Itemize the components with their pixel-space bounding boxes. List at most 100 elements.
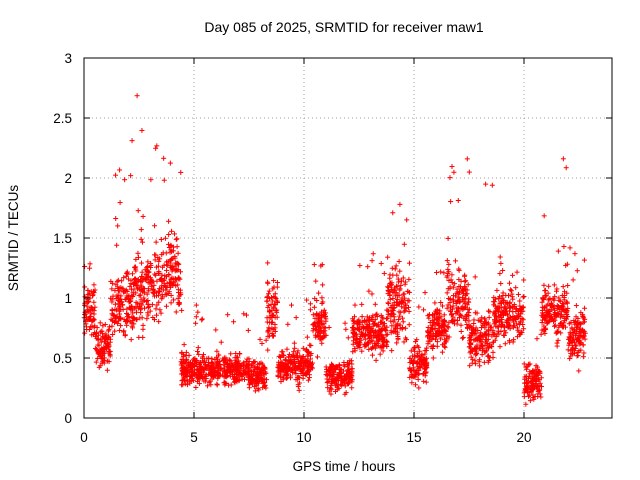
data-point (100, 351, 106, 357)
data-point (164, 267, 170, 273)
data-point (493, 334, 499, 340)
data-point (89, 323, 95, 329)
data-point (93, 359, 99, 365)
data-point (516, 321, 522, 327)
data-point (138, 310, 144, 316)
data-point (133, 282, 139, 288)
data-point (388, 318, 394, 324)
data-point (183, 373, 189, 379)
data-point (99, 356, 105, 362)
data-point (114, 242, 120, 248)
data-point (314, 333, 320, 339)
data-point (293, 315, 299, 321)
data-point (466, 313, 472, 319)
data-point (122, 332, 128, 338)
data-point (269, 320, 275, 326)
data-point (109, 299, 115, 305)
data-point (117, 327, 123, 333)
data-point (477, 336, 483, 342)
data-point (133, 299, 139, 305)
data-point (264, 319, 270, 325)
data-point (522, 380, 528, 386)
data-point (522, 374, 528, 380)
data-point (510, 309, 516, 315)
data-point (461, 296, 467, 302)
data-point (134, 93, 140, 99)
data-point (193, 302, 199, 308)
data-point (214, 360, 220, 366)
data-point (89, 332, 95, 338)
data-point (99, 346, 105, 352)
data-point (157, 307, 163, 313)
data-point (453, 300, 459, 306)
data-point (440, 329, 446, 335)
data-point (454, 290, 460, 296)
data-point (194, 348, 200, 354)
data-point (455, 297, 461, 303)
data-point (133, 317, 139, 323)
data-point (477, 345, 483, 351)
data-point (148, 283, 154, 289)
data-point (119, 299, 125, 305)
data-point (420, 371, 426, 377)
data-point (359, 314, 365, 320)
data-point (133, 264, 139, 270)
data-point (370, 344, 376, 350)
x-tick-label: 5 (190, 430, 198, 445)
data-point (487, 341, 493, 347)
data-point (391, 311, 397, 317)
data-point (461, 315, 467, 321)
data-point (299, 368, 305, 374)
data-point (290, 353, 296, 359)
data-point (119, 278, 125, 284)
data-point (400, 325, 406, 331)
data-point (409, 380, 415, 386)
data-point (554, 343, 560, 349)
data-point (162, 235, 168, 241)
data-point (243, 312, 249, 318)
data-point (96, 364, 102, 370)
data-point (171, 276, 177, 282)
data-point (445, 235, 451, 241)
data-point (417, 356, 423, 362)
data-point (359, 301, 365, 307)
data-point (139, 127, 145, 133)
data-point (141, 295, 147, 301)
data-point (129, 138, 135, 144)
data-point (92, 304, 98, 310)
data-point (122, 177, 128, 183)
data-point (228, 369, 234, 375)
data-point (93, 333, 99, 339)
data-point (561, 244, 567, 250)
data-point (399, 315, 405, 321)
data-point (380, 348, 386, 354)
data-point (406, 298, 412, 304)
data-point (499, 317, 505, 323)
data-point (247, 374, 253, 380)
data-point (288, 302, 294, 308)
data-point (355, 326, 361, 332)
data-point (117, 302, 123, 308)
data-point (287, 358, 293, 364)
data-point (309, 365, 315, 371)
data-point (457, 312, 463, 318)
data-point (378, 261, 384, 267)
data-point (171, 297, 177, 303)
data-point (318, 263, 324, 269)
data-point (326, 324, 332, 330)
data-point (450, 297, 456, 303)
data-point (369, 352, 375, 358)
data-point (131, 321, 137, 327)
data-point (506, 338, 512, 344)
data-point (150, 315, 156, 321)
data-point (177, 269, 183, 275)
data-point (259, 341, 265, 347)
data-point (353, 337, 359, 343)
data-point (129, 271, 135, 277)
data-point (199, 316, 205, 322)
data-point (167, 280, 173, 286)
data-point (306, 375, 312, 381)
data-point (366, 336, 372, 342)
data-point (445, 324, 451, 330)
data-point (486, 344, 492, 350)
